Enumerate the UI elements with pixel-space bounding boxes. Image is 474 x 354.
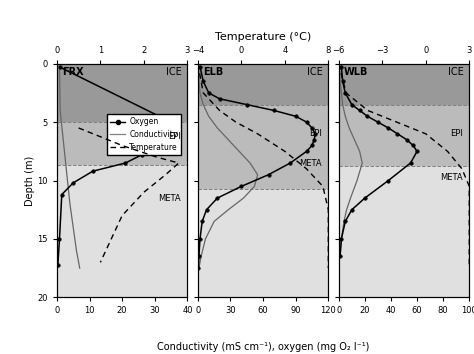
Bar [198,189,328,297]
Bar [57,165,187,297]
Text: EPI: EPI [168,132,181,141]
Text: Temperature (°C): Temperature (°C) [215,33,311,42]
Text: Conductivity (mS cm⁻¹), oxygen (mg O₂ l⁻¹): Conductivity (mS cm⁻¹), oxygen (mg O₂ l⁻… [157,342,369,352]
Bar [198,105,328,189]
Bar [339,105,469,166]
Legend: Oxygen, Conductivity, Temperature: Oxygen, Conductivity, Temperature [107,114,181,155]
Text: ICE: ICE [307,67,323,77]
Bar [57,64,187,122]
Text: META: META [299,159,322,167]
Bar [339,64,469,105]
Text: EPI: EPI [309,129,322,138]
Text: META: META [158,194,181,202]
Text: ICE: ICE [448,67,464,77]
Text: FRX: FRX [62,67,84,77]
Y-axis label: Depth (m): Depth (m) [25,155,35,206]
Text: ELB: ELB [203,67,223,77]
Text: EPI: EPI [450,129,463,138]
Text: WLB: WLB [344,67,368,77]
Text: ICE: ICE [166,67,182,77]
Bar [339,166,469,297]
Bar [57,122,187,165]
Bar [198,64,328,105]
Text: META: META [440,173,463,182]
